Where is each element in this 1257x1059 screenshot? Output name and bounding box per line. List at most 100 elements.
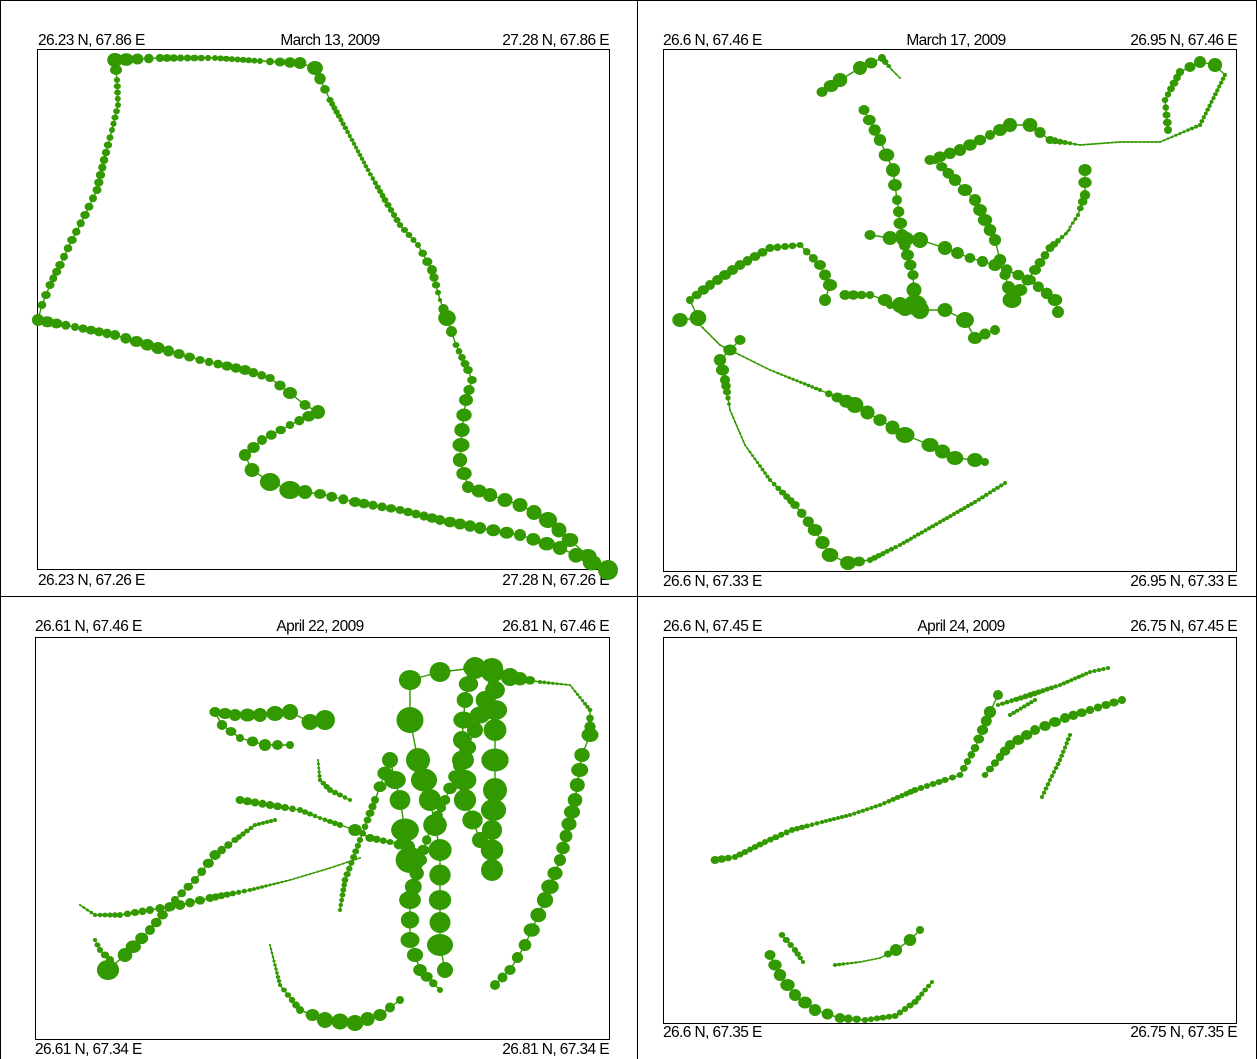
- track-point: [339, 897, 345, 903]
- track-point: [973, 204, 987, 216]
- track-point: [396, 222, 404, 228]
- track-point: [578, 696, 582, 699]
- track-point: [97, 912, 103, 918]
- track-point: [400, 227, 409, 233]
- track-point: [194, 896, 206, 905]
- track-point: [862, 960, 866, 963]
- track-point: [769, 369, 771, 371]
- track-point: [481, 820, 503, 840]
- map-panel-march-13: 26.23 N, 67.86 E March 13, 2009 27.28 N,…: [0, 0, 637, 596]
- track-point: [742, 440, 745, 443]
- track-point: [949, 774, 956, 781]
- track-point: [1059, 753, 1065, 758]
- track-point: [1150, 141, 1154, 143]
- track-point: [948, 514, 953, 518]
- track-april-22-b: [209, 707, 294, 751]
- track-point: [307, 811, 313, 817]
- track-point: [140, 339, 154, 351]
- track-point: [934, 444, 951, 459]
- track-point: [995, 485, 1000, 490]
- track-point: [1022, 693, 1029, 700]
- track-april-22-i: [338, 752, 425, 912]
- track-point: [710, 335, 713, 338]
- track-point: [84, 202, 94, 211]
- track-point: [546, 681, 551, 685]
- track-point: [944, 516, 950, 520]
- track-point: [983, 224, 997, 236]
- track-point: [910, 301, 930, 319]
- track-point: [473, 522, 487, 534]
- track-point: [802, 248, 811, 256]
- track-point: [967, 332, 983, 344]
- track-point: [865, 807, 870, 812]
- track-point: [102, 328, 112, 339]
- track-point: [1048, 778, 1052, 782]
- track-point: [1067, 141, 1073, 146]
- track-point: [96, 947, 104, 953]
- track-point: [1219, 80, 1224, 85]
- track-point: [1079, 190, 1091, 200]
- track-point: [1122, 141, 1126, 143]
- track-point: [301, 714, 319, 730]
- track-point: [967, 453, 983, 467]
- track-point: [248, 368, 259, 378]
- track-point: [751, 454, 754, 457]
- track-point: [386, 839, 394, 845]
- track-point: [730, 349, 733, 352]
- track-point: [885, 420, 900, 435]
- track-point: [401, 840, 415, 854]
- track-point: [912, 534, 917, 539]
- track-point: [340, 121, 346, 127]
- track-point: [717, 855, 727, 863]
- track-point: [89, 910, 94, 915]
- track-point: [963, 758, 972, 765]
- track-point: [707, 332, 710, 335]
- track-line: [114, 57, 609, 571]
- track-point: [316, 870, 320, 873]
- track-point: [575, 693, 580, 696]
- track-point: [1162, 111, 1171, 119]
- track-point: [538, 512, 558, 528]
- track-point: [240, 831, 246, 837]
- track-point: [1207, 58, 1223, 72]
- track-point: [52, 267, 62, 276]
- track-april-24-c: [995, 666, 1110, 707]
- track-point: [926, 526, 932, 531]
- track-point: [1118, 696, 1126, 704]
- track-point: [1164, 91, 1172, 98]
- track-march-17-i: [698, 324, 989, 467]
- track-point: [372, 835, 381, 843]
- track-point: [582, 555, 602, 571]
- track-point: [117, 912, 123, 918]
- track-point: [749, 252, 761, 261]
- track-point: [322, 817, 328, 823]
- track-point: [713, 338, 716, 341]
- track-point: [892, 195, 902, 205]
- track-point: [174, 900, 186, 910]
- track-point: [109, 127, 115, 133]
- track-point: [1002, 292, 1022, 308]
- track-point: [1029, 700, 1034, 705]
- track-point: [1213, 92, 1218, 97]
- track-point: [1049, 717, 1061, 727]
- track-point: [377, 766, 393, 780]
- track-point: [821, 1008, 834, 1020]
- track-point: [274, 57, 286, 67]
- track-point: [904, 259, 917, 271]
- track-point: [434, 515, 446, 525]
- track-april-24-f: [764, 950, 934, 1023]
- track-point: [276, 979, 282, 983]
- track-april-22-j: [235, 796, 415, 854]
- track-point: [530, 907, 547, 923]
- track-point: [242, 797, 253, 806]
- track-point: [209, 850, 221, 860]
- track-point: [1053, 684, 1058, 689]
- track-point: [815, 536, 830, 549]
- track-point: [552, 541, 568, 555]
- track-point: [959, 765, 968, 772]
- track-point: [713, 354, 727, 366]
- track-point: [264, 820, 270, 824]
- track-point: [727, 402, 731, 406]
- track-point: [934, 522, 939, 527]
